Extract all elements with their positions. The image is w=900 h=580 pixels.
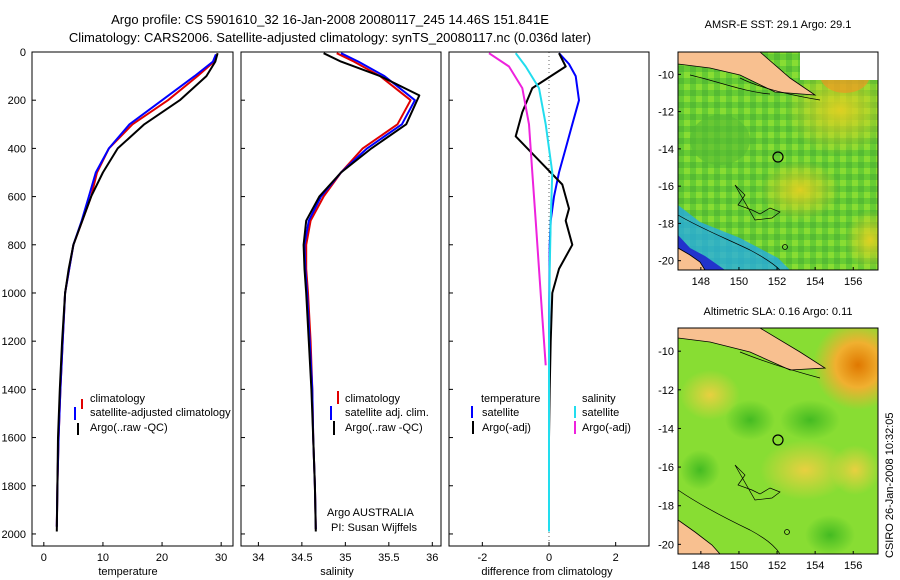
legend-argo-raw: Argo(..raw -QC) — [345, 422, 423, 434]
salinity-axis-label: salinity — [320, 566, 354, 578]
sla-map-title: Altimetric SLA: 0.16 Argo: 0.11 — [704, 306, 853, 318]
sla-map-frame — [677, 327, 879, 555]
argo-location-marker — [772, 434, 784, 446]
series-line-argo-raw-qc — [302, 52, 421, 532]
pi-label: PI: Susan Wijffels — [331, 522, 417, 534]
x-tick-label: 10 — [97, 552, 109, 564]
x-tick-label: 30 — [215, 552, 227, 564]
depth-tick-label: 1000 — [2, 288, 26, 300]
x-tick-label: 35.5 — [378, 552, 399, 564]
depth-tick-label: 800 — [8, 240, 26, 252]
figure-title-line2: Climatology: CARS2006. Satellite-adjuste… — [68, 30, 592, 45]
sst-map-title: AMSR-E SST: 29.1 Argo: 29.1 — [705, 19, 852, 31]
sst-map-frame — [677, 51, 879, 271]
series-line-argo-raw-qc — [55, 52, 219, 532]
depth-tick-label: 1200 — [2, 336, 26, 348]
lon-tick-label: 148 — [692, 560, 710, 572]
x-tick-label: 34.5 — [291, 552, 312, 564]
lon-tick-label: 148 — [692, 276, 710, 288]
lon-tick-label: 154 — [806, 276, 824, 288]
temperature-panel — [31, 51, 234, 547]
sla-map-axes: 148 150 152 154 156 -10 -12 -14 -16 -18 -20 — [658, 346, 862, 572]
legend-climatology: climatology — [90, 393, 146, 405]
difference-profile-plot: -2 0 2 — [477, 52, 619, 564]
lat-tick-label: -10 — [658, 346, 674, 358]
series-line-salinity-argo-adj — [488, 52, 547, 366]
lon-tick-label: 150 — [730, 560, 748, 572]
legend-satellite-adjusted: satellite-adjusted climatology — [90, 407, 231, 419]
lat-tick-label: -20 — [658, 256, 674, 268]
lon-tick-label: 152 — [768, 560, 786, 572]
x-tick-label: 36 — [426, 552, 438, 564]
lon-tick-label: 156 — [844, 276, 862, 288]
lat-tick-label: -12 — [658, 107, 674, 119]
sst-map-axes: 148 150 152 154 156 -10 -12 -14 -16 -18 -20 — [658, 69, 862, 288]
legend-climatology: climatology — [345, 393, 401, 405]
lat-tick-label: -16 — [658, 181, 674, 193]
depth-tick-label: 1800 — [2, 481, 26, 493]
salinity-panel — [240, 51, 442, 547]
x-tick-label: 20 — [156, 552, 168, 564]
lon-tick-label: 150 — [730, 276, 748, 288]
legend-salinity-argo: Argo(-adj) — [582, 422, 631, 434]
x-tick-label: 0 — [41, 552, 47, 564]
x-tick-label: 0 — [546, 552, 552, 564]
depth-tick-label: 200 — [8, 95, 26, 107]
depth-tick-label: 1600 — [2, 433, 26, 445]
institution-label: Argo AUSTRALIA — [327, 507, 414, 519]
lat-tick-label: -10 — [658, 69, 674, 81]
depth-tick-label: 2000 — [2, 529, 26, 541]
legend-satellite-adj-clim: satellite adj. clim. — [345, 407, 429, 419]
temperature-axis-label: temperature — [98, 566, 157, 578]
depth-axis: 0 200 400 600 800 1000 1200 1400 1600 1800 2000 — [2, 47, 453, 541]
figure-title-line1: Argo profile: CS 5901610_32 16-Jan-2008 … — [111, 12, 549, 27]
lat-tick-label: -18 — [658, 218, 674, 230]
lat-tick-label: -18 — [658, 501, 674, 513]
x-tick-label: 2 — [613, 552, 619, 564]
x-tick-label: 34 — [252, 552, 264, 564]
lat-tick-label: -12 — [658, 385, 674, 397]
depth-tick-label: 0 — [20, 47, 26, 59]
lon-tick-label: 152 — [768, 276, 786, 288]
depth-tick-label: 1400 — [2, 384, 26, 396]
legend-temperature-argo: Argo(-adj) — [482, 422, 531, 434]
salinity-legend: climatology satellite adj. clim. Argo(..… — [330, 391, 429, 435]
series-line-salinity-satellite — [514, 52, 554, 532]
depth-tick-label: 600 — [8, 192, 26, 204]
legend-argo-raw: Argo(..raw -QC) — [90, 422, 168, 434]
depth-tick-label: 400 — [8, 143, 26, 155]
sla-map-image — [678, 328, 878, 554]
legend-temperature-heading: temperature — [481, 393, 540, 405]
lon-tick-label: 154 — [806, 560, 824, 572]
sst-map-image — [678, 52, 878, 270]
x-tick-label: -2 — [477, 552, 487, 564]
lon-tick-label: 156 — [844, 560, 862, 572]
lat-tick-label: -20 — [658, 539, 674, 551]
difference-legend: temperature satellite Argo(-adj) salinit… — [471, 393, 631, 434]
lat-tick-label: -16 — [658, 462, 674, 474]
x-tick-label: 35 — [339, 552, 351, 564]
series-line-temperature-argo-adj — [514, 52, 574, 532]
argo-location-marker — [772, 151, 784, 163]
legend-salinity-satellite: satellite — [582, 407, 619, 419]
temperature-profile-plot: 0 10 20 30 — [41, 52, 227, 564]
lat-tick-label: -14 — [658, 144, 674, 156]
csiro-timestamp: CSIRO 26-Jan-2008 10:32:05 — [884, 412, 896, 558]
legend-temperature-satellite: satellite — [482, 407, 519, 419]
temperature-legend: climatology satellite-adjusted climatolo… — [74, 393, 231, 435]
legend-salinity-heading: salinity — [582, 393, 616, 405]
lat-tick-label: -14 — [658, 423, 674, 435]
difference-axis-label: difference from climatology — [481, 566, 613, 578]
salinity-profile-plot: 34 34.5 35 35.5 36 — [252, 52, 438, 564]
